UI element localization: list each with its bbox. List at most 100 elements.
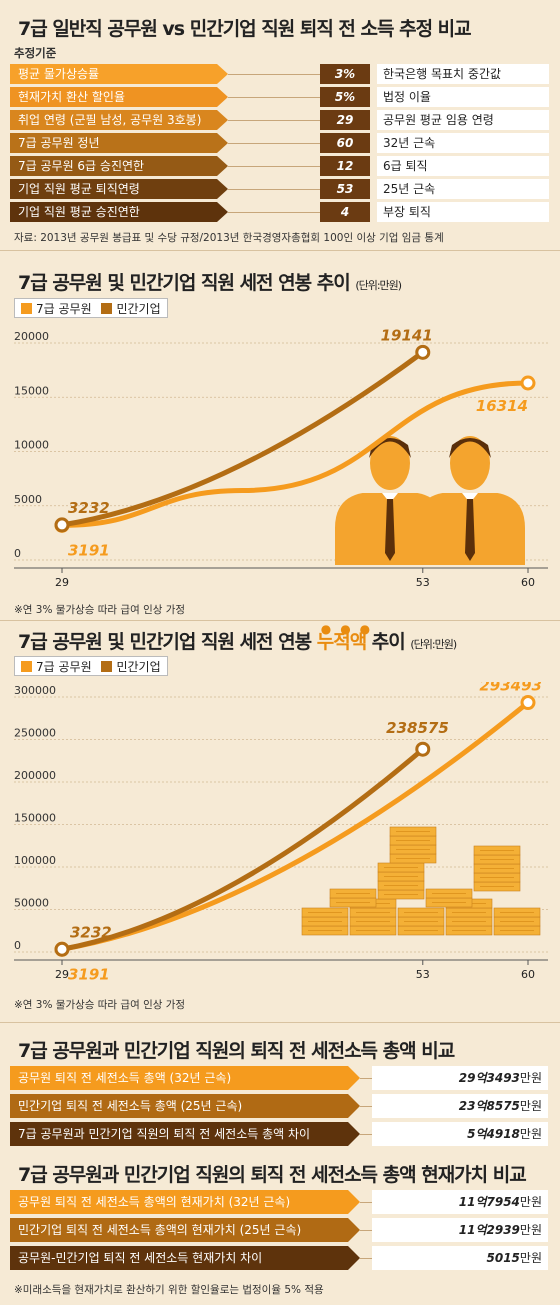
businessmen-icon — [335, 436, 525, 565]
assumption-desc: 한국은행 목표치 중간값 — [377, 64, 549, 84]
total-row: 공무원-민간기업 퇴직 전 세전소득 현재가치 차이 5015만원 — [10, 1246, 548, 1270]
chart2-title: 7급 공무원 및 민간기업 직원 세전 연봉 누적액 ●●● 추이 (단위:만원) — [18, 622, 457, 654]
y-tick-label: 50000 — [14, 897, 49, 910]
connector-line — [360, 1078, 372, 1079]
y-tick-label: 200000 — [14, 769, 56, 782]
divider — [0, 1022, 560, 1023]
assumptions-heading: 추정기준 — [14, 46, 57, 60]
assumption-value: 4 — [320, 202, 370, 222]
divider — [0, 250, 560, 251]
total-amount: 11억2939 — [458, 1223, 520, 1237]
legend-swatch-private — [101, 303, 113, 314]
assumption-desc: 32년 근속 — [377, 133, 549, 153]
money-stacks-icon — [301, 826, 541, 936]
connector-line — [360, 1106, 372, 1107]
chart2-legend: 7급 공무원 민간기업 — [14, 656, 168, 676]
connector-line — [228, 212, 320, 213]
y-tick-label: 150000 — [14, 812, 56, 825]
connector-line — [360, 1134, 372, 1135]
y-tick-label: 100000 — [14, 854, 56, 867]
total-value: 5억4918만원 — [372, 1122, 548, 1146]
total-unit: 만원 — [519, 1251, 542, 1265]
connector-line — [228, 120, 320, 121]
y-tick-label: 250000 — [14, 727, 56, 740]
data-label: 293493 — [479, 682, 542, 695]
person-head-icon — [370, 436, 410, 490]
assumption-desc: 법정 이율 — [377, 87, 549, 107]
y-tick-label: 20000 — [14, 330, 49, 343]
assumption-value: 53 — [320, 179, 370, 199]
connector-line — [228, 74, 320, 75]
total-row: 7급 공무원과 민간기업 직원의 퇴직 전 세전소득 총액 차이 5억4918만원 — [10, 1122, 548, 1146]
data-label: 3191 — [68, 965, 110, 983]
assumption-desc: 공무원 평균 임용 연령 — [377, 110, 549, 130]
chart1-title-main: 7급 공무원 및 민간기업 직원 세전 연봉 추이 — [18, 272, 351, 294]
total-value: 5015만원 — [372, 1246, 548, 1270]
total-unit: 만원 — [519, 1223, 542, 1237]
x-tick-label: 53 — [416, 968, 430, 981]
total-row: 민간기업 퇴직 전 세전소득 총액 (25년 근속) 23억8575만원 — [10, 1094, 548, 1118]
total-amount: 29억3493 — [458, 1071, 520, 1085]
y-tick-label: 10000 — [14, 439, 49, 452]
chart1-legend: 7급 공무원 민간기업 — [14, 298, 168, 318]
connector-line — [228, 97, 320, 98]
data-label: 238575 — [386, 719, 449, 737]
assumption-value: 29 — [320, 110, 370, 130]
total-unit: 만원 — [519, 1195, 542, 1209]
total-amount: 23억8575 — [458, 1099, 520, 1113]
assumption-desc: 부장 퇴직 — [377, 202, 549, 222]
legend-label-gov: 7급 공무원 — [36, 302, 92, 316]
connector-line — [360, 1202, 372, 1203]
divider — [0, 620, 560, 621]
total-amount: 5억4918 — [467, 1127, 520, 1141]
assumption-label: 평균 물가상승률 — [10, 64, 228, 84]
person-head-icon — [450, 436, 490, 490]
y-tick-label: 0 — [14, 547, 21, 560]
total-value: 23억8575만원 — [372, 1094, 548, 1118]
chart2-cumulative-salary: 0 50000 100000 150000 200000 250000 300000 29 53… — [14, 682, 548, 983]
person-tie-icon — [465, 499, 475, 561]
series-start-point — [54, 941, 70, 957]
y-tick-label: 5000 — [14, 493, 42, 506]
total-label: 7급 공무원과 민간기업 직원의 퇴직 전 세전소득 총액 차이 — [10, 1122, 360, 1146]
person-hair-icon — [449, 438, 491, 458]
chart2-note: ※연 3% 물가상승 따라 급여 인상 가정 — [14, 999, 186, 1011]
total-label: 민간기업 퇴직 전 세전소득 총액 (25년 근속) — [10, 1094, 360, 1118]
chart2-title-unit: (단위:만원) — [410, 638, 457, 651]
y-tick-label: 15000 — [14, 384, 49, 397]
chart2-title-post: 추이 — [366, 631, 406, 653]
series-end-point — [520, 375, 536, 391]
total-label: 공무원-민간기업 퇴직 전 세전소득 현재가치 차이 — [10, 1246, 360, 1270]
assumption-label: 기업 직원 평균 퇴직연령 — [10, 179, 228, 199]
totals-title: 7급 공무원과 민간기업 직원의 퇴직 전 세전소득 총액 비교 — [18, 1040, 455, 1062]
legend-label-private: 민간기업 — [116, 660, 161, 674]
total-value: 11억7954만원 — [372, 1190, 548, 1214]
chart2-title-accent: 누적액 ●●● — [317, 622, 370, 653]
total-value: 29억3493만원 — [372, 1066, 548, 1090]
series-line-private — [59, 349, 426, 528]
assumption-value: 12 — [320, 156, 370, 176]
legend-label-private: 민간기업 — [116, 302, 161, 316]
assumption-label: 7급 공무원 정년 — [10, 133, 228, 153]
total-label: 민간기업 퇴직 전 세전소득 총액의 현재가치 (25년 근속) — [10, 1218, 360, 1242]
total-amount: 5015 — [486, 1251, 520, 1265]
series-end-point — [415, 344, 431, 360]
total-row: 공무원 퇴직 전 세전소득 총액 (32년 근속) 29억3493만원 — [10, 1066, 548, 1090]
total-row: 공무원 퇴직 전 세전소득 총액의 현재가치 (32년 근속) 11억7954만원 — [10, 1190, 548, 1214]
y-tick-label: 0 — [14, 939, 21, 952]
series-line-gov — [59, 380, 531, 528]
person-tie-icon — [385, 499, 395, 561]
x-tick-label: 60 — [521, 576, 535, 589]
assumption-desc: 25년 근속 — [377, 179, 549, 199]
total-amount: 11억7954 — [458, 1195, 520, 1209]
chart1-title-unit: (단위:만원) — [355, 279, 402, 292]
assumption-label: 기업 직원 평균 승진연한 — [10, 202, 228, 222]
chart1-annual-salary: 0 5000 10000 15000 20000 29 53 60 3232 3191 19141 1… — [14, 326, 548, 589]
x-tick-label: 29 — [55, 968, 69, 981]
total-label: 공무원 퇴직 전 세전소득 총액 (32년 근속) — [10, 1066, 360, 1090]
assumption-label: 7급 공무원 6급 승진연한 — [10, 156, 228, 176]
data-label: 3191 — [68, 541, 110, 559]
connector-line — [228, 143, 320, 144]
connector-line — [228, 166, 320, 167]
legend-swatch-private — [101, 661, 113, 672]
